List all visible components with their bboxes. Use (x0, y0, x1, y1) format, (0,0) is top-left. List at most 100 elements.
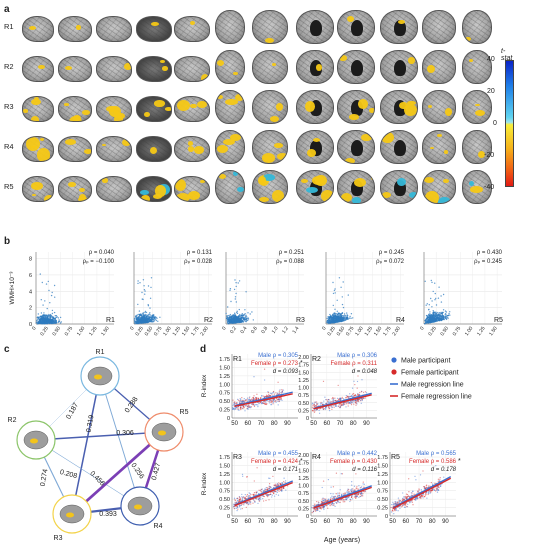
brain-slice (252, 170, 288, 204)
male-point (272, 402, 274, 404)
female-point (248, 397, 250, 399)
scatter-point (234, 296, 237, 298)
male-point (335, 501, 337, 503)
scatter-point (54, 315, 56, 317)
female-point (349, 396, 351, 398)
male-point (363, 397, 365, 400)
male-point (272, 394, 274, 397)
scatter-point (138, 318, 140, 320)
female-point (244, 502, 246, 504)
brain-slice (252, 50, 288, 84)
male-point (249, 496, 251, 498)
scatter-point (234, 318, 236, 320)
male-point (248, 494, 250, 497)
scatter-point (51, 291, 53, 294)
male-regression-line (234, 391, 293, 407)
female-point (281, 390, 284, 392)
brain-slice (96, 16, 132, 42)
scatter-point (48, 289, 50, 292)
male-point (339, 398, 341, 400)
activation-blob (475, 103, 481, 107)
scatter-point (40, 318, 43, 321)
female-point (253, 494, 255, 497)
subplot-label: R3 (296, 317, 305, 324)
x-tick-label: 0.4 (240, 326, 249, 335)
scatter-point (346, 312, 348, 314)
colorbar-tick: -40 (484, 184, 495, 191)
activation-blob (349, 114, 359, 120)
colorbar-tick: 40 (487, 56, 495, 63)
colorbar-tick: 0 (493, 120, 497, 127)
y-tick-label: 0 (227, 416, 230, 422)
x-tick-label: 0 (129, 326, 136, 332)
female-point (357, 375, 359, 377)
scatter-point (145, 317, 147, 319)
partial-rho-value: ρₚ = 0.072 (376, 259, 404, 265)
scatter-point (251, 311, 253, 313)
activation-blob (78, 188, 85, 193)
x-tick-label: 0.25 (39, 326, 50, 338)
activation-blob (216, 94, 223, 100)
scatter-point (149, 316, 151, 318)
activation-blob (340, 192, 352, 202)
scatter-point (425, 319, 427, 322)
female-point (327, 507, 329, 509)
scatter-point (231, 315, 233, 318)
female-point (272, 492, 275, 494)
female-point (275, 400, 277, 402)
scatter-point (147, 305, 150, 307)
male-point (236, 506, 239, 509)
scatter-point (57, 317, 60, 319)
scatter-point (153, 315, 155, 317)
y-tick-label: 1.50 (298, 370, 309, 376)
male-point (333, 497, 336, 499)
y-tick-label: 6 (29, 273, 32, 279)
male-point (353, 380, 355, 382)
male-point (249, 399, 251, 401)
scatter-point (41, 281, 43, 284)
female-point (314, 405, 316, 407)
y-tick-label: 0 (29, 322, 32, 328)
scatter-point (227, 317, 229, 319)
scatter-point (334, 312, 336, 315)
female-point (272, 475, 274, 478)
x-tick-label: 60 (323, 421, 330, 427)
scatter-point (149, 314, 151, 316)
scatter-point (229, 322, 232, 324)
scatter-point (157, 320, 159, 322)
male-point (233, 505, 235, 507)
scatter-point (58, 321, 60, 323)
scatter-point (142, 313, 145, 316)
female-point (236, 505, 238, 507)
subplot-label: R1 (106, 317, 115, 324)
activation-blob (77, 196, 88, 201)
activation-blob (381, 131, 394, 143)
male-point (390, 511, 393, 513)
female-point (268, 483, 271, 485)
activation-blob (64, 103, 70, 106)
subplot-label: R2 (204, 317, 213, 324)
male-point (349, 393, 351, 395)
x-tick-label: 90 (442, 519, 449, 525)
scatter-point (140, 316, 143, 318)
female-point (236, 497, 239, 499)
female-point (268, 499, 270, 501)
scatter-point (234, 312, 236, 314)
x-tick-label: 0.50 (440, 326, 451, 338)
scatter-point (327, 322, 329, 324)
brain-slice (58, 56, 92, 82)
female-point (258, 497, 260, 499)
y-tick-label: 1.50 (377, 463, 388, 469)
activation-blob (369, 108, 374, 113)
female-point (323, 408, 325, 410)
x-tick-label: 70 (416, 519, 423, 525)
scatter-point (229, 288, 232, 290)
edge-weight-label: 0.319 (86, 414, 96, 433)
female-point (256, 467, 258, 469)
brain-slice (337, 90, 375, 124)
scatter-point (331, 317, 334, 320)
activation-blob (187, 190, 200, 200)
x-tick-label: 80 (271, 519, 278, 525)
x-tick-label: 0.8 (260, 326, 269, 335)
activation-blob (315, 64, 322, 71)
